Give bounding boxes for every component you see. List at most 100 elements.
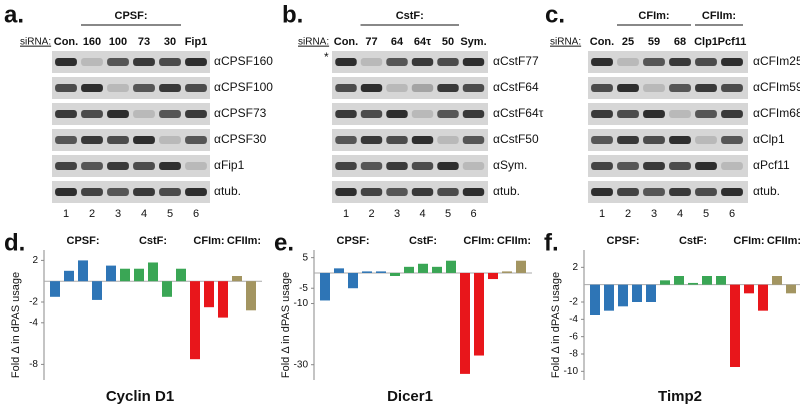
blot-band <box>159 110 181 118</box>
y-tick-label: 2 <box>32 255 38 266</box>
antibody-label: αCPSF100 <box>214 80 273 94</box>
y-tick-label: 5 <box>302 252 308 263</box>
lane-number: 1 <box>343 208 349 220</box>
blot-band <box>107 84 129 92</box>
lane-label: 25 <box>622 36 634 48</box>
blot-row <box>52 181 210 203</box>
sirna-label: siRNA: <box>20 37 51 48</box>
blot-band <box>411 58 434 66</box>
group-label: CPSF: <box>67 235 100 247</box>
sirna-label: siRNA: <box>298 37 329 48</box>
group-header: CPSF: <box>115 10 148 22</box>
lane-number: 4 <box>419 208 425 220</box>
blot-band <box>669 58 691 66</box>
blot-band <box>462 84 485 92</box>
blot-band <box>643 110 665 118</box>
lane-label: 64τ <box>414 36 431 48</box>
bar <box>64 270 74 282</box>
antibody-label: αCFIm68 <box>753 106 800 120</box>
panel-letter: f. <box>544 229 559 256</box>
blot-row <box>588 155 748 177</box>
blot-band <box>81 188 103 196</box>
blot-row <box>52 51 210 73</box>
blot-band <box>591 110 613 118</box>
bar <box>730 284 740 367</box>
blot-band <box>133 188 155 196</box>
blot-row <box>52 103 210 125</box>
blot-band <box>437 188 459 196</box>
blot-row <box>588 103 748 125</box>
lane-label: Con. <box>54 36 78 48</box>
antibody-label: αtub. <box>753 184 780 198</box>
lane-label: 64 <box>391 36 404 48</box>
blot-band <box>411 110 434 118</box>
bar <box>106 265 116 282</box>
antibody-label: αPcf11 <box>753 158 790 172</box>
antibody-label: αtub. <box>214 184 241 198</box>
blot-band <box>695 58 717 66</box>
blot-row <box>588 51 748 73</box>
y-tick-label: -2 <box>29 297 38 308</box>
lane-label: 73 <box>138 36 150 48</box>
chart-title: Timp2 <box>658 388 702 405</box>
blot-band <box>643 188 665 196</box>
group-label: CstF: <box>679 235 707 247</box>
blot-band <box>55 110 77 118</box>
blot-band <box>643 84 665 92</box>
lane-number: 5 <box>445 208 451 220</box>
blot-band <box>695 110 717 118</box>
blot-band <box>591 188 613 196</box>
blot-band <box>185 58 207 66</box>
blot-band <box>591 84 613 92</box>
blot-band <box>55 188 77 196</box>
y-tick-label: -4 <box>29 317 38 328</box>
blot-band <box>107 162 129 170</box>
bar <box>446 260 456 273</box>
blot-band <box>669 162 691 170</box>
bar <box>334 268 344 273</box>
blot-row <box>332 77 488 99</box>
blot-band <box>335 110 357 118</box>
blot-band <box>437 58 459 66</box>
blot-band <box>133 58 155 66</box>
y-tick-label: -6 <box>569 331 578 342</box>
blot-band <box>591 136 613 144</box>
blot-band <box>411 136 434 144</box>
blot-band <box>185 188 207 196</box>
blot-band <box>159 136 181 144</box>
blot-band <box>55 136 77 144</box>
blot-band <box>695 188 717 196</box>
blot-band <box>335 188 357 196</box>
bar <box>390 272 400 276</box>
blot-band <box>669 136 691 144</box>
blot-band <box>669 188 691 196</box>
y-tick-label: -5 <box>299 283 308 294</box>
bar <box>516 260 526 273</box>
blot-band <box>643 162 665 170</box>
blot-band <box>81 58 103 66</box>
lane-number: 1 <box>599 208 605 220</box>
blot-band <box>462 136 485 144</box>
bar <box>120 268 130 282</box>
bar <box>488 272 498 280</box>
bar <box>348 272 358 289</box>
blot-band <box>617 84 639 92</box>
blot-band <box>360 110 383 118</box>
blot-band <box>617 58 639 66</box>
blot-band <box>81 110 103 118</box>
blot-band <box>721 136 743 144</box>
chart-title: Dicer1 <box>387 388 433 405</box>
blot-band <box>159 58 181 66</box>
blot-band <box>617 110 639 118</box>
lane-number: 2 <box>368 208 374 220</box>
lane-label: Con. <box>590 36 614 48</box>
blot-band <box>669 110 691 118</box>
lane-label: 77 <box>365 36 377 48</box>
bar <box>688 282 698 285</box>
y-axis-label: Fold Δ in dPAS usage <box>10 272 22 378</box>
blot-band <box>107 188 129 196</box>
bar <box>618 284 628 307</box>
bar <box>460 272 470 374</box>
antibody-label: αCPSF30 <box>214 132 267 146</box>
group-label: CFIIm: <box>497 235 531 247</box>
